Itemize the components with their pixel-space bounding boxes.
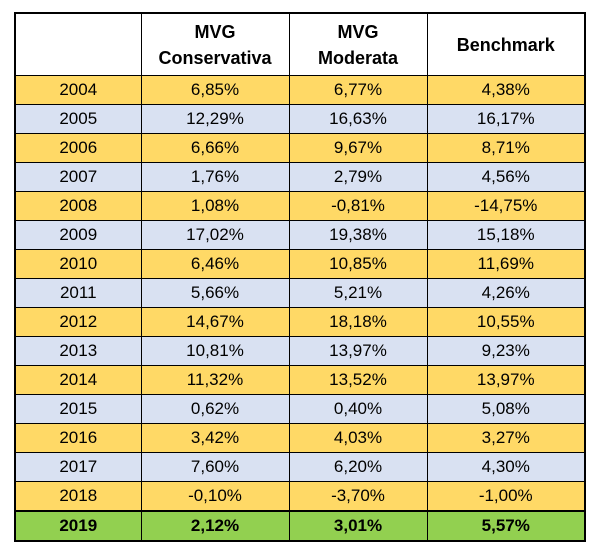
header-moderata-line2: Moderata: [317, 47, 398, 68]
table-row: 2013 10,81% 13,97% 9,23%: [14, 336, 586, 366]
cell-moderata: 4,03%: [288, 423, 428, 453]
cell-moderata: 13,97%: [288, 336, 428, 366]
header-cell-mvg-conservativa: MVG Conservativa: [140, 12, 290, 76]
cell-benchmark: 11,69%: [426, 249, 586, 279]
cell-benchmark: 4,30%: [426, 452, 586, 482]
cell-benchmark: 10,55%: [426, 307, 586, 337]
cell-benchmark: 5,57%: [426, 510, 586, 542]
table-row: 2017 7,60% 6,20% 4,30%: [14, 452, 586, 482]
cell-year: 2004: [14, 75, 142, 105]
header-cell-mvg-moderata: MVG Moderata: [288, 12, 428, 76]
cell-conservativa: 7,60%: [140, 452, 290, 482]
table-row: 2016 3,42% 4,03% 3,27%: [14, 423, 586, 453]
cell-moderata: 3,01%: [288, 510, 428, 542]
table-row: 2010 6,46% 10,85% 11,69%: [14, 249, 586, 279]
cell-conservativa: 2,12%: [140, 510, 290, 542]
cell-year: 2017: [14, 452, 142, 482]
cell-conservativa: 5,66%: [140, 278, 290, 308]
cell-benchmark: 8,71%: [426, 133, 586, 163]
header-row: MVG Conservativa MVG Moderata Benchmark: [14, 12, 586, 76]
cell-conservativa: 10,81%: [140, 336, 290, 366]
cell-benchmark: 16,17%: [426, 104, 586, 134]
table-row: 2005 12,29% 16,63% 16,17%: [14, 104, 586, 134]
total-row: 2019 2,12% 3,01% 5,57%: [14, 510, 586, 542]
cell-year: 2005: [14, 104, 142, 134]
cell-benchmark: 4,38%: [426, 75, 586, 105]
header-moderata-line1: MVG: [337, 21, 379, 42]
header-cell-year: [14, 12, 142, 76]
cell-year: 2019: [14, 510, 142, 542]
cell-conservativa: 11,32%: [140, 365, 290, 395]
header-conservativa-line2: Conservativa: [158, 47, 272, 68]
cell-moderata: 2,79%: [288, 162, 428, 192]
header-cell-benchmark: Benchmark: [426, 12, 586, 76]
cell-benchmark: 4,56%: [426, 162, 586, 192]
cell-benchmark: 9,23%: [426, 336, 586, 366]
cell-year: 2013: [14, 336, 142, 366]
cell-moderata: 13,52%: [288, 365, 428, 395]
cell-moderata: 10,85%: [288, 249, 428, 279]
cell-conservativa: 3,42%: [140, 423, 290, 453]
cell-moderata: -3,70%: [288, 481, 428, 512]
cell-moderata: 6,20%: [288, 452, 428, 482]
cell-year: 2014: [14, 365, 142, 395]
cell-benchmark: 3,27%: [426, 423, 586, 453]
cell-benchmark: 4,26%: [426, 278, 586, 308]
cell-year: 2008: [14, 191, 142, 221]
cell-moderata: 0,40%: [288, 394, 428, 424]
cell-moderata: 5,21%: [288, 278, 428, 308]
table-row: 2004 6,85% 6,77% 4,38%: [14, 75, 586, 105]
cell-year: 2010: [14, 249, 142, 279]
returns-table: MVG Conservativa MVG Moderata Benchmark …: [14, 12, 586, 542]
cell-benchmark: 5,08%: [426, 394, 586, 424]
table-row: 2014 11,32% 13,52% 13,97%: [14, 365, 586, 395]
cell-year: 2007: [14, 162, 142, 192]
cell-conservativa: -0,10%: [140, 481, 290, 512]
cell-benchmark: 15,18%: [426, 220, 586, 250]
table-row: 2006 6,66% 9,67% 8,71%: [14, 133, 586, 163]
cell-conservativa: 6,85%: [140, 75, 290, 105]
cell-year: 2015: [14, 394, 142, 424]
table-row: 2011 5,66% 5,21% 4,26%: [14, 278, 586, 308]
table-row: 2007 1,76% 2,79% 4,56%: [14, 162, 586, 192]
cell-conservativa: 1,76%: [140, 162, 290, 192]
cell-moderata: 19,38%: [288, 220, 428, 250]
cell-moderata: 9,67%: [288, 133, 428, 163]
header-conservativa-line1: MVG: [194, 21, 236, 42]
table-header: MVG Conservativa MVG Moderata Benchmark: [14, 12, 586, 76]
cell-conservativa: 6,46%: [140, 249, 290, 279]
cell-moderata: 16,63%: [288, 104, 428, 134]
cell-year: 2018: [14, 481, 142, 512]
cell-year: 2012: [14, 307, 142, 337]
cell-conservativa: 1,08%: [140, 191, 290, 221]
cell-moderata: -0,81%: [288, 191, 428, 221]
cell-benchmark: 13,97%: [426, 365, 586, 395]
cell-benchmark: -1,00%: [426, 481, 586, 512]
cell-moderata: 6,77%: [288, 75, 428, 105]
cell-conservativa: 14,67%: [140, 307, 290, 337]
cell-conservativa: 6,66%: [140, 133, 290, 163]
table-body: 2004 6,85% 6,77% 4,38% 2005 12,29% 16,63% 16,17…: [14, 75, 586, 542]
cell-conservativa: 0,62%: [140, 394, 290, 424]
cell-year: 2011: [14, 278, 142, 308]
cell-year: 2016: [14, 423, 142, 453]
table-row: 2012 14,67% 18,18% 10,55%: [14, 307, 586, 337]
cell-year: 2009: [14, 220, 142, 250]
cell-conservativa: 12,29%: [140, 104, 290, 134]
cell-moderata: 18,18%: [288, 307, 428, 337]
cell-conservativa: 17,02%: [140, 220, 290, 250]
header-benchmark-line1: Benchmark: [456, 34, 555, 55]
cell-benchmark: -14,75%: [426, 191, 586, 221]
table-row: 2015 0,62% 0,40% 5,08%: [14, 394, 586, 424]
table-row: 2008 1,08% -0,81% -14,75%: [14, 191, 586, 221]
cell-year: 2006: [14, 133, 142, 163]
table-row: 2009 17,02% 19,38% 15,18%: [14, 220, 586, 250]
table-row: 2018 -0,10% -3,70% -1,00%: [14, 481, 586, 512]
